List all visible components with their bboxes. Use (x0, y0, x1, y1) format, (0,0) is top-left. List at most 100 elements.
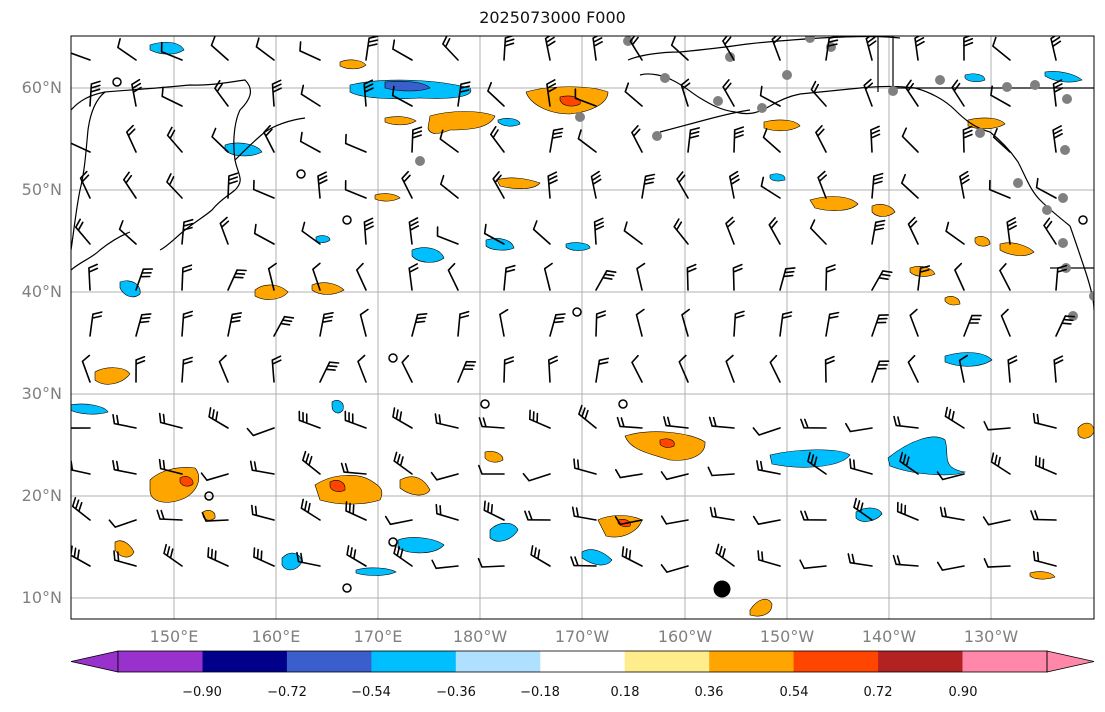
wind-barb (411, 126, 423, 153)
wind-barb (298, 410, 321, 429)
wind-barb (810, 80, 827, 107)
station-dot (725, 52, 735, 62)
wind-barb (457, 360, 477, 383)
wind-barb (161, 86, 183, 107)
wind-barb (1052, 79, 1064, 107)
station-dot (805, 36, 815, 43)
wind-barb (71, 52, 91, 61)
wind-barb (870, 125, 881, 153)
wind-barb (549, 313, 566, 337)
wind-barb (79, 170, 91, 199)
wind-barb (524, 510, 551, 521)
wind-barb (678, 354, 689, 383)
wind-barb (959, 170, 970, 199)
wind-barb (365, 36, 379, 61)
wind-barb (211, 127, 229, 153)
lon-label: 150°W (760, 627, 815, 646)
wind-barb (158, 458, 183, 475)
wind-barb (181, 218, 194, 245)
colorbar-segment (371, 651, 457, 672)
colorbar-tick-label: 0.72 (864, 685, 893, 700)
wind-barb (958, 354, 968, 383)
wind-barb (815, 125, 827, 153)
wind-barb (227, 172, 239, 199)
lat-label: 20°N (22, 486, 62, 505)
wind-barb (892, 554, 919, 567)
wind-barb (624, 82, 643, 107)
wind-barb (1007, 355, 1018, 383)
wind-barb (936, 471, 965, 481)
wind-barb (595, 357, 609, 383)
wind-barb (89, 80, 101, 107)
colorbar-segment (878, 651, 964, 672)
wind-barb (824, 355, 835, 383)
wind-barb (901, 127, 919, 153)
wind-barb (990, 85, 1011, 107)
station-dot (1061, 263, 1071, 273)
wind-barb (166, 126, 183, 153)
wind-barb (457, 310, 470, 337)
wind-barb (871, 270, 893, 291)
wind-barb (992, 128, 1011, 153)
wind-barb (1032, 550, 1057, 567)
station-dot (1042, 205, 1052, 215)
lat-label: 60°N (22, 78, 62, 97)
map-title: 2025073000 F000 (479, 8, 626, 27)
wind-barb (271, 79, 282, 107)
wind-barb (81, 354, 91, 383)
wind-barb (722, 79, 735, 107)
calm-circle (388, 537, 398, 547)
wind-barb (944, 406, 965, 429)
wind-barb (800, 418, 827, 429)
wind-barb (547, 171, 558, 199)
wind-barb (1000, 308, 1011, 337)
wind-barb (263, 124, 275, 153)
wind-barb (503, 264, 516, 291)
wind-barb (768, 217, 781, 245)
wind-barb (963, 314, 982, 337)
wind-barbs (71, 36, 1076, 573)
wind-barb (163, 543, 183, 567)
station-dot (782, 70, 792, 80)
wind-barb (301, 221, 321, 245)
wind-barb (1035, 177, 1057, 199)
wind-barb (158, 412, 183, 429)
wind-barb (392, 39, 413, 61)
wind-barb (825, 264, 836, 291)
wind-barb (302, 450, 321, 475)
station-dot (1013, 178, 1023, 188)
wind-barb (344, 133, 367, 153)
wind-barb (901, 173, 919, 199)
wind-barb (88, 263, 99, 291)
wind-barb (434, 413, 459, 429)
wind-barb (135, 268, 154, 291)
colorbar-tick-label: −0.90 (182, 685, 222, 700)
wind-barb (200, 472, 229, 481)
wind-barb (752, 515, 781, 525)
wind-barb (1043, 217, 1057, 245)
lon-label: 140°W (862, 627, 917, 646)
wind-barb (845, 422, 873, 433)
wind-barb (574, 88, 597, 107)
station-dot (660, 73, 670, 83)
wind-barb (273, 315, 295, 337)
wind-barb (909, 308, 919, 337)
wind-barb (595, 270, 617, 291)
coastlines (71, 36, 1094, 311)
wind-barb (384, 515, 413, 526)
wind-barb (660, 515, 689, 525)
wind-barb (686, 263, 697, 291)
wind-barb (253, 547, 275, 567)
wind-barb (590, 170, 602, 199)
wind-barb (440, 174, 459, 199)
wind-barb (112, 460, 137, 475)
wind-barb (181, 356, 193, 383)
wind-barb (871, 172, 884, 199)
wind-barb (1052, 125, 1063, 153)
station-dot (415, 156, 425, 166)
wind-barb (135, 313, 152, 337)
wind-barb (548, 355, 558, 383)
wind-barb (983, 420, 1011, 431)
calm-circle (112, 77, 122, 87)
wind-barb (899, 451, 919, 475)
